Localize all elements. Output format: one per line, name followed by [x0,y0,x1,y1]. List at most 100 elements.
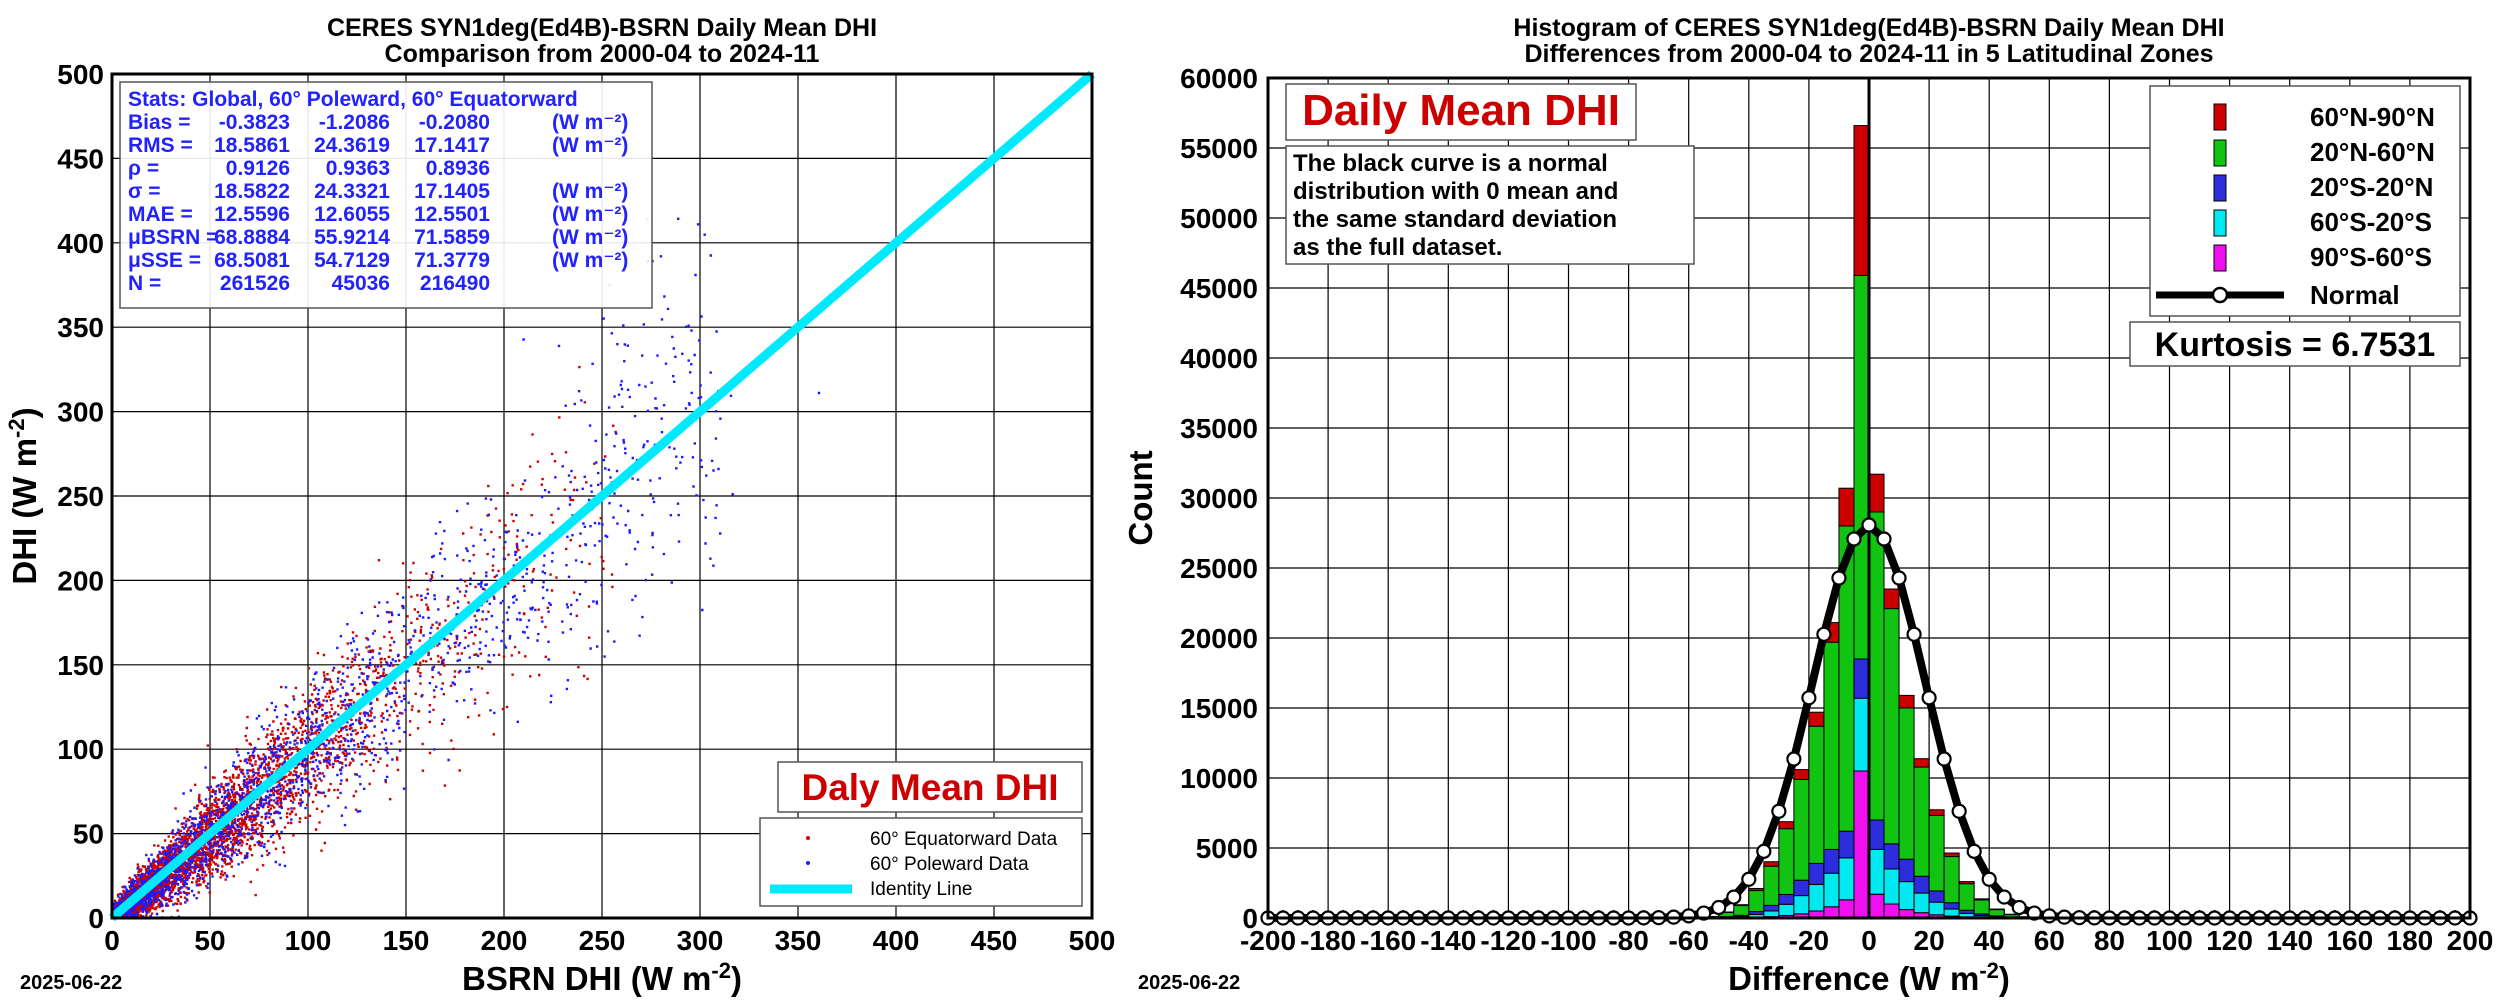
stats-row-7: N = 261526 45036 216490 [128,272,490,295]
bar-20N-60N-bin-2 [1733,905,1750,916]
stats-rows: Bias = -0.3823 -1.2086 -0.2080 (W m⁻²) RMS = 1… [128,111,628,295]
stats-row-3-name: σ = [128,180,160,203]
stats-row-2: ρ = 0.9126 0.9363 0.8936 [128,157,490,180]
left-y-tick-2: 100 [57,734,104,765]
left-y-tick-0: 0 [88,903,104,934]
bar-60S-20S-bin-15 [1928,901,1945,916]
left-y-tick-5: 250 [57,481,104,512]
right-x-tick-8: -40 [1729,925,1769,956]
normal-marker-28 [1681,908,1697,924]
bar-20N-60N-bin-12 [1883,608,1900,845]
left-x-tick-3: 150 [383,925,430,956]
stats-row-5-value-1: 55.9214 [314,226,390,249]
normal-marker-39 [1846,531,1862,547]
right-y-tick-5: 25000 [1180,553,1258,584]
bar-20S-20N-bin-9 [1838,830,1855,859]
stats-row-3-value-0: 18.5822 [214,180,290,203]
stats-row-0-name: Bias = [128,111,190,134]
left-date-stamp: 2025-06-22 [20,972,123,994]
bar-20S-20N-bin-10 [1853,658,1870,699]
stats-row-5-value-0: 68.8884 [214,226,290,249]
stats-row-4: MAE = 12.5596 12.6055 12.5501 (W m⁻²) [128,203,628,226]
histogram-bars [1703,125,2035,918]
stats-row-4-value-2: 12.5501 [414,203,490,226]
stats-row-5: μBSRN =68.8884 55.9214 71.5859 (W m⁻²) [128,226,628,249]
bar-20N-60N-bin-17 [1958,883,1975,911]
bar-60S-20S-bin-11 [1868,848,1885,895]
right-x-tick-19: 180 [2387,925,2434,956]
legend-identity-label: Identity Line [870,879,972,900]
stats-row-1-unit: (W m⁻²) [552,134,628,157]
stats-row-7-value-0: 261526 [220,272,290,295]
left-x-tick-labels: 0 50 100 150 200 250 300 350 400 450 500 [104,925,1115,956]
right-x-tick-0: -200 [1240,925,1296,956]
normal-marker-34 [1771,803,1787,819]
normal-marker-49 [1996,889,2012,905]
stats-row-4-name: MAE = [128,203,193,226]
normal-marker-30 [1711,899,1727,916]
normal-marker-35 [1786,751,1802,767]
right-x-tick-labels: -200 -180 -160 -140 -120 -100 -80 -60 -40 -20 0 20 4… [1240,925,2493,956]
stats-row-0-unit: (W m⁻²) [552,111,628,134]
stats-row-4-value-1: 12.6055 [314,203,390,226]
bar-60N-90N-bin-10 [1853,125,1870,276]
bar-60N-90N-bin-2 [1733,904,1750,907]
bar-60N-90N-bin-18 [1973,898,1990,901]
legend-20S-20N: 20°S-20°N [2310,172,2433,202]
left-legend: 60° Equatorward Data 60° Poleward Data I… [759,817,1083,907]
bar-90S-60S-bin-9 [1838,899,1855,918]
stats-box: Stats: Global, 60° Poleward, 60° Equator… [119,81,653,309]
stats-row-5-name: μBSRN = [128,226,218,249]
kurtosis-box [2129,321,2461,367]
bar-20S-20N-bin-13 [1898,858,1915,883]
left-x-tick-4: 200 [481,925,528,956]
legend-swatch-20S-20N [2213,174,2227,202]
bar-20N-60N-bin-5 [1778,828,1795,895]
stats-row-5-unit: (W m⁻²) [552,226,628,249]
right-x-axis-label: Difference (W m-2) [1728,958,2010,997]
bar-20S-20N-bin-12 [1883,843,1900,870]
note-line-2: distribution with 0 mean and [1293,178,1618,205]
kurtosis-label: Kurtosis = 6.7531 [2155,326,2436,364]
normal-marker-31 [1726,889,1742,905]
stats-row-3-value-1: 24.3321 [314,180,390,203]
right-x-tick-4: -120 [1480,925,1536,956]
normal-marker-48 [1981,871,1997,887]
stats-row-1: RMS = 18.5861 24.3619 17.1417 (W m⁻²) [128,134,628,157]
note-line-1: The black curve is a normal [1293,150,1608,177]
bar-60N-90N-bin-14 [1913,758,1930,768]
stats-row-0-value-1: -1.2086 [319,111,390,134]
bar-20S-20N-bin-15 [1928,890,1945,903]
normal-marker-32 [1741,871,1757,887]
stats-row-6-value-1: 54.7129 [314,249,390,272]
bar-20N-60N-bin-8 [1823,641,1840,850]
bar-20N-60N-bin-6 [1793,778,1810,881]
stats-row-6-value-2: 71.3779 [414,249,490,272]
stats-row-6-unit: (W m⁻²) [552,249,628,272]
right-x-tick-11: 20 [1914,925,1945,956]
right-plot-frame [1266,76,2472,920]
bar-60N-90N-bin-3 [1748,887,1765,892]
right-y-tick-6: 30000 [1180,483,1258,514]
bar-90S-60S-bin-8 [1823,906,1840,918]
right-inset-label: Daily Mean DHI [1302,86,1620,135]
stats-row-3: σ = 18.5822 24.3321 17.1405 (W m⁻²) [128,180,628,203]
right-y-tick-8: 40000 [1180,343,1258,374]
bar-20N-60N-bin-4 [1763,865,1780,906]
right-y-tick-labels: 0 5000 10000 15000 20000 25000 30000 35000 40000… [1180,63,1258,934]
normal-marker-47 [1966,843,1982,859]
stats-row-1-name: RMS = [128,134,193,157]
bar-90S-60S-bin-12 [1883,903,1900,918]
normal-marker-40 [1861,517,1877,533]
right-title-line1: Histogram of CERES SYN1deg(Ed4B)-BSRN Da… [1513,14,2224,42]
left-x-tick-2: 100 [285,925,332,956]
legend-equatorward-marker [806,836,810,840]
bar-20N-60N-bin-19 [1988,909,2005,917]
normal-marker-45 [1936,751,1952,767]
left-inset-label-box [777,761,1083,813]
normal-marker-46 [1951,803,1967,819]
left-y-tick-6: 300 [57,397,104,428]
stats-row-3-unit: (W m⁻²) [552,180,628,203]
stats-row-1-value-1: 24.3619 [314,134,390,157]
bar-20S-20N-bin-11 [1868,819,1885,850]
